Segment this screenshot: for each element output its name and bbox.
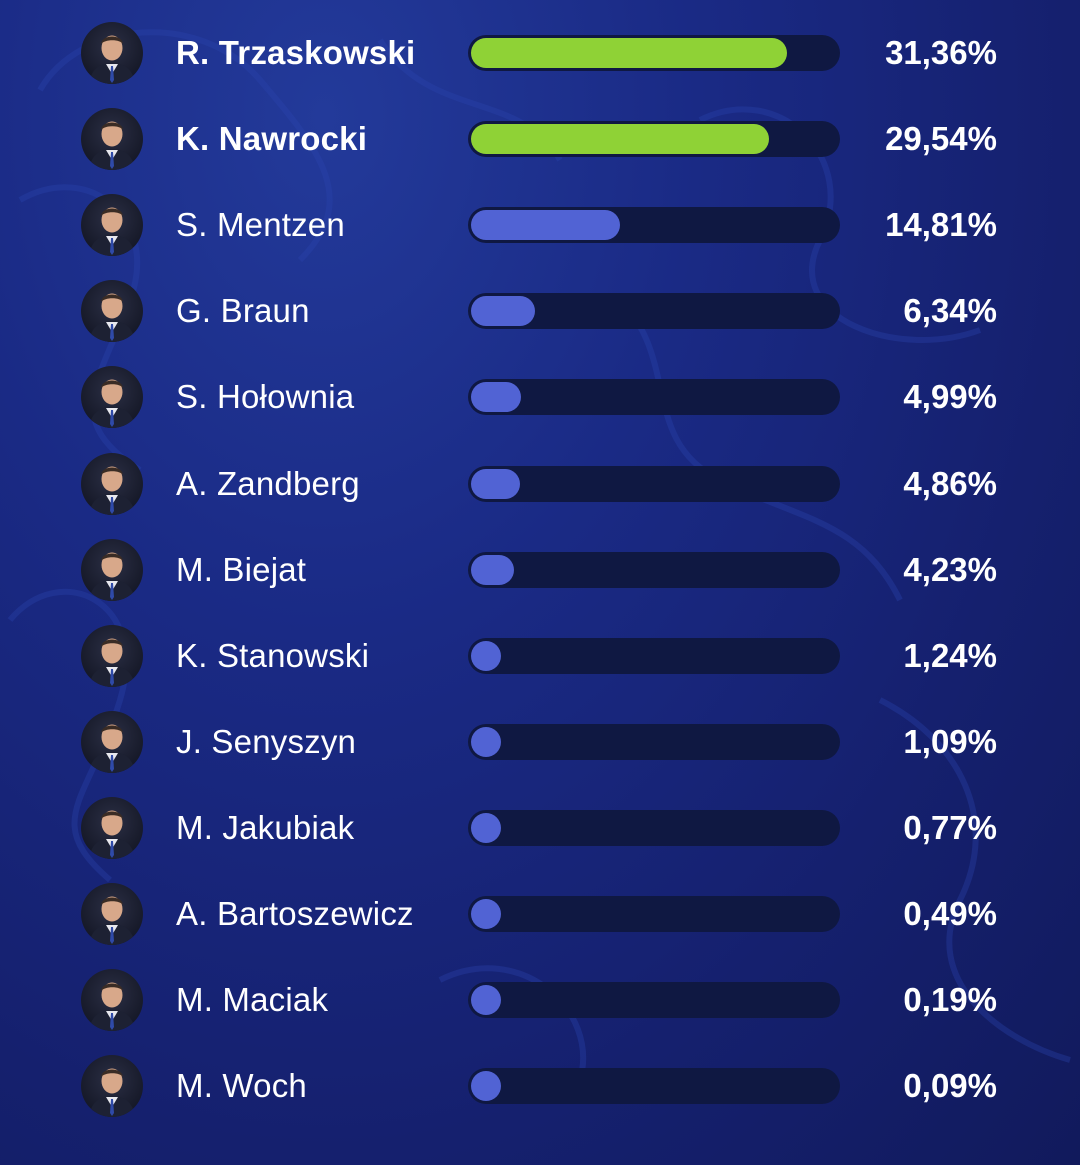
candidate-row: M. Woch 0,09% [0,1043,1080,1129]
candidate-name: S. Mentzen [176,206,345,244]
bar-track [468,637,840,674]
percent-label: 4,99% [903,378,997,416]
bar-fill [471,210,621,241]
candidate-row: K. Nawrocki 29,54% [0,96,1080,182]
percent-label: 14,81% [885,206,997,244]
candidate-row: S. Hołownia 4,99% [0,354,1080,440]
bar-fill [471,985,501,1016]
person-portrait-icon [81,108,143,171]
percent-label: 0,09% [903,1067,997,1105]
percent-label: 6,34% [903,292,997,330]
bar-track [468,35,840,71]
person-portrait-icon [81,883,143,945]
bar-fill [471,899,501,929]
percent-label: 0,77% [903,808,997,846]
candidate-row: J. Senyszyn 1,09% [0,699,1080,785]
candidate-row: M. Biejat 4,23% [0,527,1080,613]
bar-fill [471,554,514,585]
percent-label: 1,09% [903,722,997,760]
bar-track [468,379,840,416]
bar-track [468,207,840,244]
candidate-row: K. Stanowski 1,24% [0,613,1080,699]
bar-track [468,1068,840,1105]
bar-track [468,982,840,1019]
person-portrait-icon [81,194,143,257]
candidate-row: A. Bartoszewicz 0,49% [0,871,1080,957]
person-portrait-icon [81,1055,143,1118]
candidate-row: M. Maciak 0,19% [0,957,1080,1043]
candidate-row: S. Mentzen 14,81% [0,182,1080,268]
percent-label: 0,19% [903,981,997,1019]
bar-track [468,723,840,760]
percent-label: 29,54% [885,120,997,158]
bar-fill [471,640,501,671]
percent-label: 4,86% [903,464,997,502]
bar-track [468,293,840,330]
person-portrait-icon [81,624,143,687]
percent-label: 4,23% [903,550,997,588]
percent-label: 0,49% [903,895,997,932]
person-portrait-icon [81,280,143,343]
bar-fill [471,296,535,327]
candidate-name: M. Maciak [176,981,329,1019]
candidate-name: M. Biejat [176,550,307,588]
candidate-name: M. Woch [176,1067,307,1105]
bar-fill [471,1071,501,1102]
candidate-name: K. Stanowski [176,636,370,674]
candidate-row: M. Jakubiak 0,77% [0,785,1080,871]
bar-fill [471,382,522,413]
candidate-name: A. Zandberg [176,464,360,502]
candidate-name: G. Braun [176,292,310,330]
person-portrait-icon [81,22,143,84]
bar-fill [471,812,501,843]
bar-track [468,121,840,158]
candidate-row: R. Trzaskowski 31,36% [0,10,1080,96]
candidate-name: A. Bartoszewicz [176,895,414,932]
bar-fill [471,726,501,757]
bar-track [468,465,840,502]
bar-track [468,809,840,846]
candidate-name: M. Jakubiak [176,808,355,846]
candidate-name: K. Nawrocki [176,120,368,158]
person-portrait-icon [81,538,143,601]
bar-fill [471,38,788,68]
person-portrait-icon [81,796,143,859]
person-portrait-icon [81,710,143,773]
candidate-name: J. Senyszyn [176,722,357,760]
person-portrait-icon [81,452,143,515]
candidate-name: S. Hołownia [176,378,355,416]
bar-track [468,896,840,932]
percent-label: 31,36% [885,34,997,71]
person-portrait-icon [81,969,143,1032]
bar-fill [471,124,769,155]
percent-label: 1,24% [903,636,997,674]
person-portrait-icon [81,366,143,429]
bar-fill [471,468,520,499]
candidate-row: G. Braun 6,34% [0,268,1080,354]
bar-track [468,551,840,588]
candidate-row: A. Zandberg 4,86% [0,441,1080,527]
candidate-name: R. Trzaskowski [176,34,416,71]
